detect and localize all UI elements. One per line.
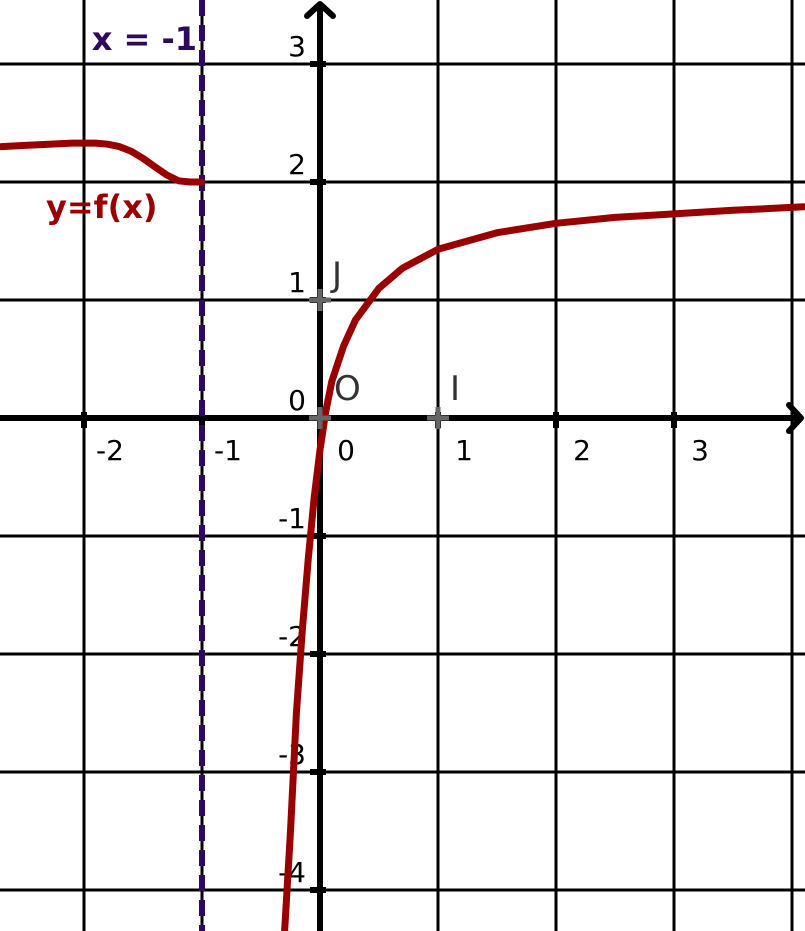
y-axis-arrow bbox=[304, 1, 336, 19]
reference-points bbox=[309, 289, 449, 429]
curve-label: y=f(x) bbox=[46, 188, 157, 226]
point-label-J: J bbox=[330, 255, 342, 295]
x-axis-arrow bbox=[786, 402, 804, 434]
y-tick-label: 3 bbox=[288, 30, 306, 63]
y-tick-label: -1 bbox=[278, 502, 306, 535]
y-tick-label: 0 bbox=[288, 384, 306, 417]
asymptote-label: x = -1 bbox=[92, 20, 197, 58]
x-tick-label: -1 bbox=[214, 434, 242, 467]
curve-branch bbox=[0, 139, 206, 186]
x-tick-label: 0 bbox=[337, 434, 355, 467]
x-tick-label: -2 bbox=[96, 434, 124, 467]
y-tick-label: 1 bbox=[288, 266, 306, 299]
x-tick-label: 2 bbox=[573, 434, 591, 467]
y-tick-label: 2 bbox=[288, 148, 306, 181]
point-label-I: I bbox=[450, 369, 460, 409]
x-tick-label: 3 bbox=[691, 434, 709, 467]
annotations: x = -1 y=f(x) O I J bbox=[46, 20, 460, 409]
point-label-O: O bbox=[334, 369, 361, 409]
x-tick-label: 1 bbox=[455, 434, 473, 467]
curve-branch bbox=[281, 203, 805, 931]
curve-group bbox=[0, 139, 805, 931]
